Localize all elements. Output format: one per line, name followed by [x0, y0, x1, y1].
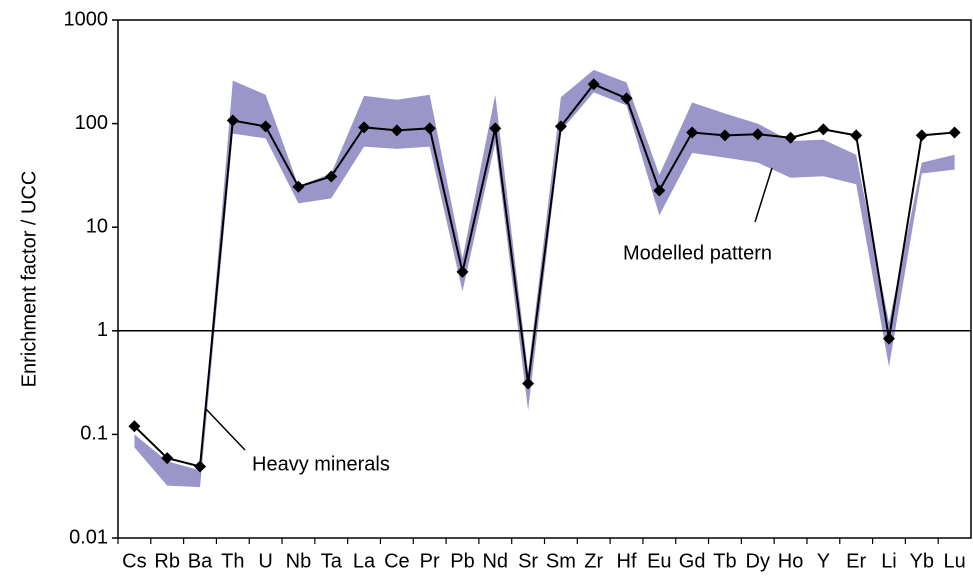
- leader-line: [754, 167, 773, 223]
- marker: [423, 122, 436, 135]
- annotation: Heavy minerals: [252, 453, 390, 475]
- x-tick-label: Pr: [420, 550, 440, 572]
- x-tick-label: Ba: [188, 550, 213, 572]
- marker: [259, 120, 272, 133]
- marker: [456, 265, 469, 278]
- x-tick-label: Ta: [321, 550, 343, 572]
- y-axis-label: Enrichment factor / UCC: [18, 171, 40, 388]
- x-tick-label: Sm: [546, 550, 576, 572]
- marker: [325, 170, 338, 183]
- marker: [850, 129, 863, 142]
- marker: [128, 420, 141, 433]
- x-tick-label: Ce: [384, 550, 410, 572]
- x-tick-label: Nb: [286, 550, 312, 572]
- marker: [554, 120, 567, 133]
- marker: [489, 122, 502, 135]
- y-tick-label: 10: [86, 215, 108, 237]
- y-tick-label: 0.1: [80, 423, 108, 445]
- x-tick-label: Dy: [746, 550, 770, 572]
- marker: [718, 129, 731, 142]
- y-tick-label: 0.01: [69, 526, 108, 548]
- marker: [522, 377, 535, 390]
- y-tick-label: 100: [75, 112, 108, 134]
- x-tick-label: Sr: [518, 550, 538, 572]
- marker: [653, 184, 666, 197]
- marker: [948, 126, 961, 139]
- x-tick-label: Lu: [943, 550, 965, 572]
- x-tick-label: Ho: [778, 550, 804, 572]
- x-tick-label: Er: [846, 550, 866, 572]
- x-tick-label: Nd: [482, 550, 508, 572]
- marker: [751, 128, 764, 141]
- marker: [226, 114, 239, 127]
- marker: [292, 180, 305, 193]
- y-tick-label: 1: [97, 319, 108, 341]
- x-tick-label: Gd: [679, 550, 706, 572]
- series-line: [133, 82, 955, 468]
- x-tick-label: Eu: [647, 550, 671, 572]
- x-tick-label: Y: [817, 550, 830, 572]
- marker: [817, 123, 830, 136]
- marker: [915, 129, 928, 142]
- x-tick-label: Th: [221, 550, 244, 572]
- marker: [882, 332, 895, 345]
- y-tick-label: 1000: [64, 8, 109, 30]
- marker: [620, 92, 633, 105]
- marker: [587, 78, 600, 91]
- x-tick-label: Hf: [617, 550, 637, 572]
- x-tick-label: Rb: [154, 550, 180, 572]
- x-tick-label: Cs: [122, 550, 146, 572]
- marker: [161, 452, 174, 465]
- marker: [358, 121, 371, 134]
- marker: [194, 460, 207, 473]
- x-tick-label: Tb: [713, 550, 736, 572]
- annotation: Modelled pattern: [623, 242, 772, 264]
- x-tick-label: Pb: [450, 550, 474, 572]
- x-tick-label: Zr: [584, 550, 603, 572]
- x-tick-label: Li: [881, 550, 897, 572]
- modelled-band: [134, 69, 955, 488]
- marker: [390, 124, 403, 137]
- leader-line: [204, 407, 246, 451]
- marker: [686, 126, 699, 139]
- x-tick-label: Yb: [910, 550, 934, 572]
- marker: [784, 131, 797, 144]
- x-tick-label: U: [258, 550, 272, 572]
- x-tick-label: La: [353, 550, 376, 572]
